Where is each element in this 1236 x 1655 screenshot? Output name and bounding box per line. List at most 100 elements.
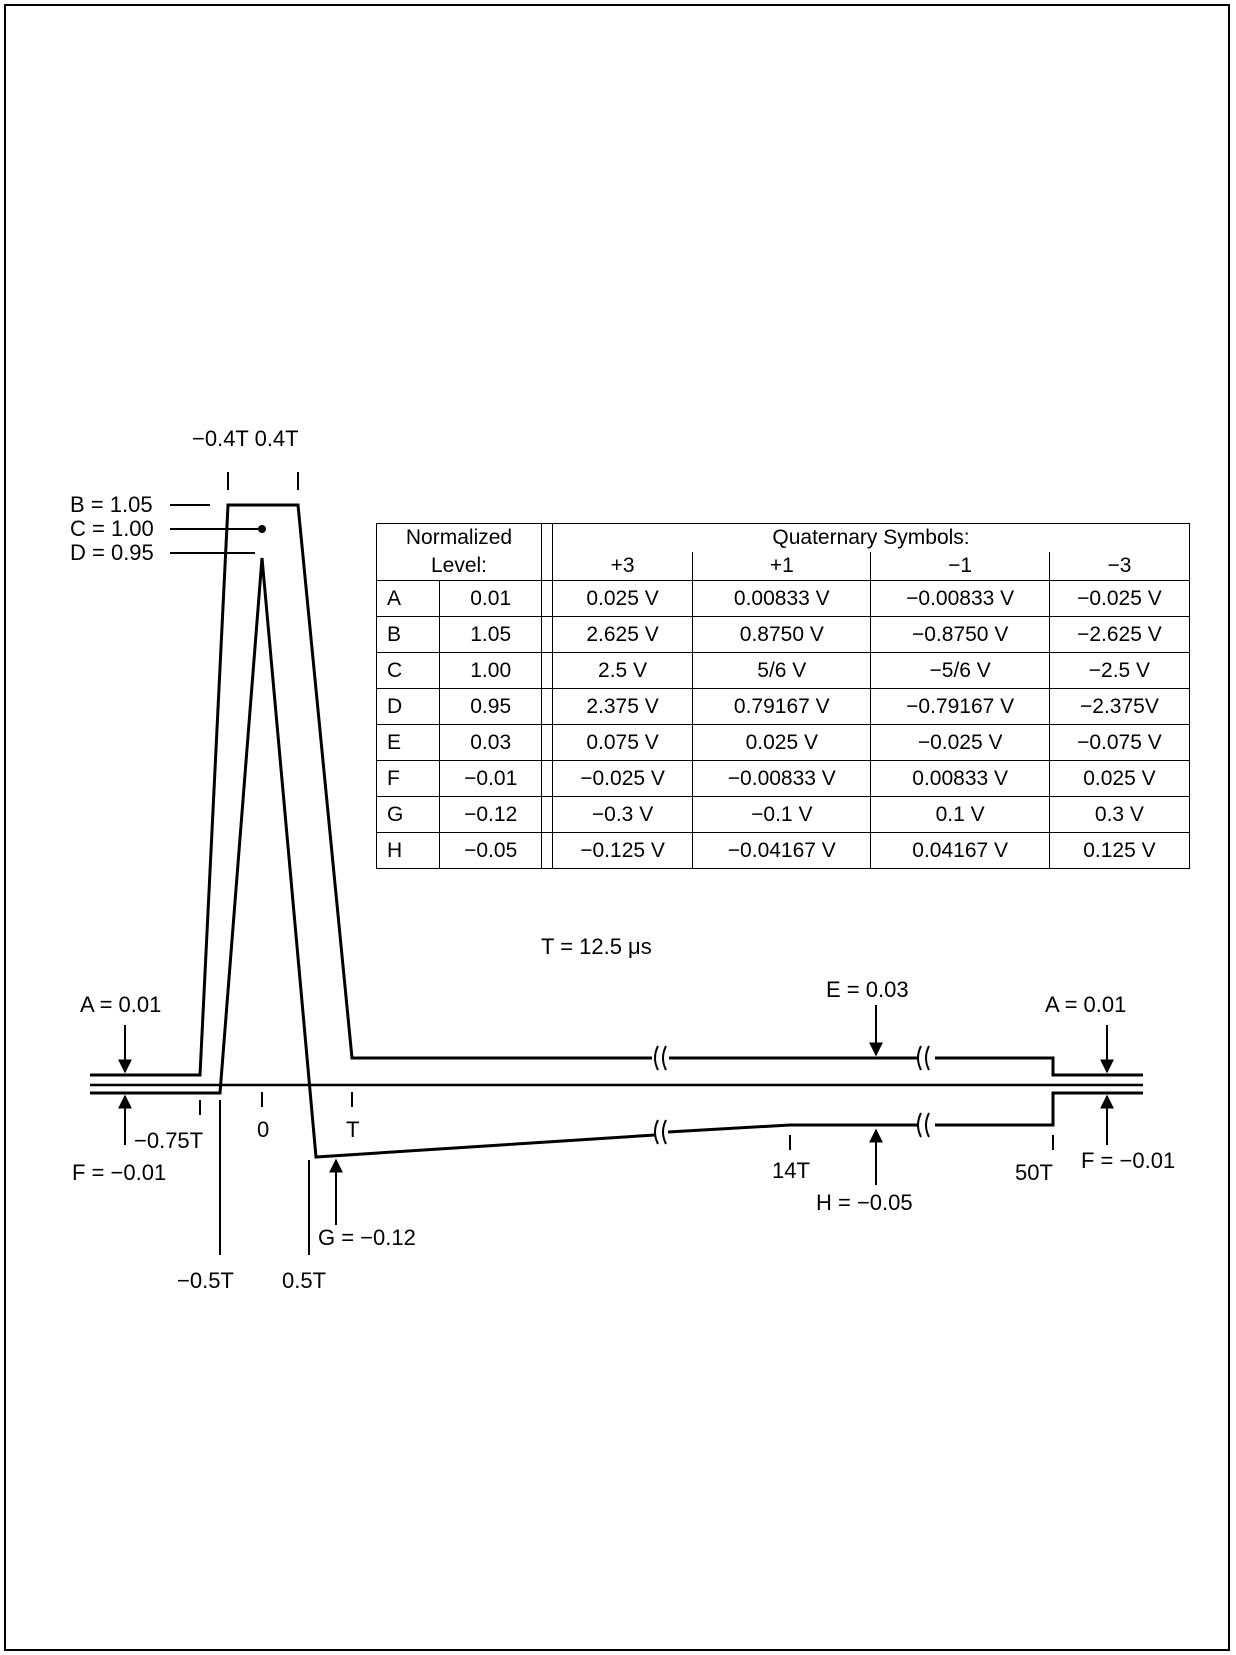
upper-mask-right (935, 1056, 1143, 1077)
cell-minus1: 0.00833 V (870, 760, 1050, 797)
cell-minus3: 0.025 V (1048, 760, 1191, 797)
cell-plus1: −0.04167 V (692, 832, 872, 869)
label-zero: 0 (257, 1117, 269, 1142)
row-level: 1.05 (439, 616, 542, 653)
cell-minus1: 0.04167 V (870, 832, 1050, 869)
label-f-right: F = −0.01 (1081, 1148, 1175, 1173)
c-level-dot (258, 525, 266, 533)
lower-mask-left (90, 557, 656, 1159)
row-letter: D (375, 688, 441, 725)
table-row: E 0.03 0.075 V 0.025 V −0.025 V −0.075 V (375, 724, 1191, 761)
label-c: C = 1.00 (70, 516, 154, 541)
figure-frame (4, 4, 1230, 1651)
label-50T: 50T (1015, 1160, 1053, 1185)
cell-plus1: 0.8750 V (692, 616, 872, 653)
cell-plus1: 5/6 V (692, 652, 872, 689)
cell-minus3: −2.5 V (1048, 652, 1191, 689)
row-letter: H (375, 832, 441, 869)
cell-plus1: −0.1 V (692, 796, 872, 833)
row-separator (541, 760, 553, 797)
row-level: 0.95 (439, 688, 542, 725)
row-level: 0.03 (439, 724, 542, 761)
label-top-times: −0.4T 0.4T (192, 426, 299, 451)
cell-minus1: −5/6 V (870, 652, 1050, 689)
table-row: C 1.00 2.5 V 5/6 V −5/6 V −2.5 V (375, 652, 1191, 689)
row-separator (541, 580, 553, 617)
row-separator (541, 832, 553, 869)
cell-plus3: 2.5 V (551, 652, 694, 689)
cell-plus3: 2.625 V (551, 616, 694, 653)
upper-mask-left (90, 503, 652, 1077)
break-mark (654, 1119, 667, 1145)
header-symbol: −1 (870, 552, 1050, 581)
row-separator (541, 652, 553, 689)
cell-plus3: −0.025 V (551, 760, 694, 797)
header-symbol: +1 (692, 552, 872, 581)
label-a-left: A = 0.01 (80, 992, 161, 1017)
label-d: D = 0.95 (70, 540, 154, 565)
row-level: 1.00 (439, 652, 542, 689)
table-row: G −0.12 −0.3 V −0.1 V 0.1 V 0.3 V (375, 796, 1191, 833)
row-letter: G (375, 796, 441, 833)
label-period: T = 12.5 μs (541, 934, 652, 959)
cell-minus3: −2.625 V (1048, 616, 1191, 653)
header-normalized: Normalized (376, 523, 542, 552)
cell-plus1: 0.025 V (692, 724, 872, 761)
row-level: −0.05 (439, 832, 542, 869)
label-14T: 14T (772, 1158, 810, 1183)
row-separator (541, 724, 553, 761)
cell-minus1: −0.79167 V (870, 688, 1050, 725)
cell-minus3: −0.075 V (1048, 724, 1191, 761)
label-g: G = −0.12 (318, 1225, 416, 1250)
lower-mask-middle (667, 1123, 918, 1134)
row-separator (541, 688, 553, 725)
break-mark (917, 1045, 930, 1071)
label-b: B = 1.05 (70, 492, 153, 517)
row-letter: E (375, 724, 441, 761)
label-f-left: F = −0.01 (72, 1160, 166, 1185)
header-separator (541, 523, 553, 581)
row-letter: A (375, 580, 441, 617)
cell-plus1: 0.00833 V (692, 580, 872, 617)
cell-minus3: −2.375V (1048, 688, 1191, 725)
label-e: E = 0.03 (826, 977, 909, 1002)
label-pos-05T: 0.5T (282, 1268, 326, 1293)
header-quaternary: Quaternary Symbols: (552, 523, 1190, 552)
lower-mask-right (935, 1091, 1143, 1127)
header-symbol: +3 (551, 552, 694, 581)
header-symbol: −3 (1048, 552, 1191, 581)
cell-plus3: −0.125 V (551, 832, 694, 869)
table-row: D 0.95 2.375 V 0.79167 V −0.79167 V −2.375V (375, 688, 1191, 725)
row-separator (541, 796, 553, 833)
table-row: B 1.05 2.625 V 0.8750 V −0.8750 V −2.625 V (375, 616, 1191, 653)
row-letter: C (375, 652, 441, 689)
label-h: H = −0.05 (816, 1190, 913, 1215)
cell-plus1: 0.79167 V (692, 688, 872, 725)
cell-minus1: −0.00833 V (870, 580, 1050, 617)
break-mark (654, 1045, 667, 1071)
label-neg-05T: −0.5T (177, 1268, 234, 1293)
break-mark (917, 1112, 930, 1138)
cell-minus1: −0.025 V (870, 724, 1050, 761)
cell-minus1: −0.8750 V (870, 616, 1050, 653)
cell-plus3: 2.375 V (551, 688, 694, 725)
cell-plus3: 0.075 V (551, 724, 694, 761)
table-row: F −0.01 −0.025 V −0.00833 V 0.00833 V 0.025 V (375, 760, 1191, 797)
row-level: −0.12 (439, 796, 542, 833)
level-table: Normalized Quaternary Symbols: Level: +3… (375, 523, 1191, 869)
cell-minus1: 0.1 V (870, 796, 1050, 833)
label-a-right: A = 0.01 (1045, 992, 1126, 1017)
label-T: T (346, 1117, 359, 1142)
row-level: 0.01 (439, 580, 542, 617)
row-level: −0.01 (439, 760, 542, 797)
row-letter: F (375, 760, 441, 797)
cell-minus3: −0.025 V (1048, 580, 1191, 617)
table-row: A 0.01 0.025 V 0.00833 V −0.00833 V −0.025 V (375, 580, 1191, 617)
header-level: Level: (376, 552, 542, 581)
table-row: H −0.05 −0.125 V −0.04167 V 0.04167 V 0.125 V (375, 832, 1191, 869)
row-letter: B (375, 616, 441, 653)
cell-minus3: 0.125 V (1048, 832, 1191, 869)
cell-plus3: 0.025 V (551, 580, 694, 617)
